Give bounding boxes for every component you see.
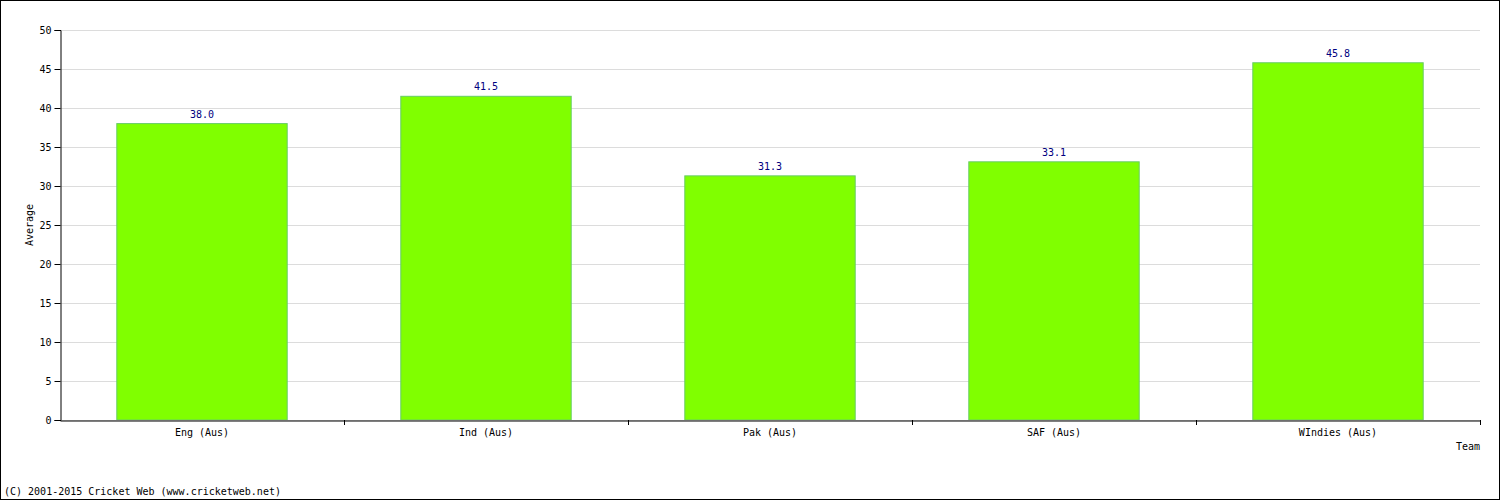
tick: 10	[39, 337, 60, 348]
y-axis: 0 5 10 15 20 25 30 35 40 45 50	[39, 25, 61, 426]
tick: 5	[45, 376, 60, 387]
tick-label: 5	[45, 376, 51, 387]
tick-mark	[55, 264, 61, 265]
band-separators	[345, 420, 1481, 425]
tick-mark	[55, 186, 61, 187]
tick: 50	[39, 25, 60, 36]
tick: 25	[39, 220, 60, 231]
tick-mark	[55, 225, 61, 226]
tick-label: 30	[39, 181, 51, 192]
annotation: (C) 2001-2015 Cricket Web (www.cricketwe…	[4, 486, 281, 497]
tick-mark	[55, 381, 61, 382]
x-axis-title: Team	[1456, 441, 1480, 452]
tick: 35	[39, 142, 60, 153]
tick-label: 10	[39, 337, 51, 348]
separator	[1480, 420, 1481, 425]
annotations: (C) 2001-2015 Cricket Web (www.cricketwe…	[4, 486, 281, 497]
data-label: 41.5	[474, 81, 498, 92]
bar	[685, 176, 855, 420]
tick: WIndies (Aus)	[1299, 421, 1377, 438]
tick: 30	[39, 181, 60, 192]
tick-label: Pak (Aus)	[743, 427, 797, 438]
chart: 38.0 41.5 31.3 33.1 45.8 0 5 10 15 20 25 30 35 40 45 50…	[0, 0, 1500, 500]
tick-mark	[55, 147, 61, 148]
tick: Ind (Aus)	[459, 421, 513, 438]
tick-mark	[55, 69, 61, 70]
tick: Pak (Aus)	[743, 421, 797, 438]
separator	[912, 420, 913, 425]
tick: 0	[45, 415, 60, 426]
tick-mark	[55, 342, 61, 343]
tick: 40	[39, 103, 60, 114]
data-label: 33.1	[1042, 147, 1066, 158]
tick-label: Ind (Aus)	[459, 427, 513, 438]
grid-line	[60, 30, 1480, 31]
y-axis-title: Average	[24, 204, 35, 246]
background	[1, 1, 1500, 500]
tick: 20	[39, 259, 60, 270]
tick-label: Eng (Aus)	[175, 427, 229, 438]
tick: Eng (Aus)	[175, 421, 229, 438]
tick-mark	[55, 30, 61, 31]
tick-mark	[55, 303, 61, 304]
tick: 15	[39, 298, 60, 309]
tick-label: SAF (Aus)	[1027, 427, 1081, 438]
tick-label: 15	[39, 298, 51, 309]
tick: 45	[39, 64, 60, 75]
data-label: 38.0	[190, 109, 214, 120]
tick-label: 40	[39, 103, 51, 114]
bar	[401, 96, 571, 420]
tick-mark	[55, 108, 61, 109]
grid	[60, 31, 1480, 421]
bar	[969, 162, 1139, 420]
separator	[344, 420, 345, 425]
axis-line	[61, 421, 1481, 422]
data-label: 31.3	[758, 161, 782, 172]
separator	[1196, 420, 1197, 425]
tick-mark	[55, 420, 61, 421]
data-label: 45.8	[1326, 48, 1350, 59]
bar	[117, 124, 287, 420]
tick-label: 50	[39, 25, 51, 36]
axis-line	[55, 31, 62, 421]
tick-label: 0	[45, 415, 51, 426]
tick: SAF (Aus)	[1027, 421, 1081, 438]
grid-line	[60, 420, 1480, 421]
tick-label: WIndies (Aus)	[1299, 427, 1377, 438]
tick-label: 45	[39, 64, 51, 75]
bar	[1253, 63, 1423, 420]
tick-label: 35	[39, 142, 51, 153]
x-axis: Eng (Aus) Ind (Aus) Pak (Aus) SAF (Aus) WInd…	[61, 421, 1481, 438]
plot	[117, 63, 1423, 420]
data-labels: 38.0 41.5 31.3 33.1 45.8	[190, 48, 1350, 172]
tick-label: 20	[39, 259, 51, 270]
separator	[628, 420, 629, 425]
tick-label: 25	[39, 220, 51, 231]
